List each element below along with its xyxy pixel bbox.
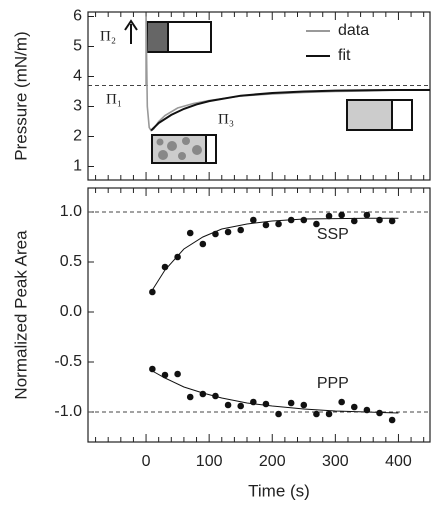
x-tick-label: 100 [196, 453, 223, 470]
y-axis-label: Normalized Peak Area [11, 230, 30, 400]
data-point [199, 390, 207, 398]
data-point [250, 398, 257, 406]
y-axis-label: Pressure (mN/m) [11, 31, 30, 160]
inset-icons [124, 19, 413, 164]
data-point [237, 226, 245, 234]
data-point [186, 393, 194, 401]
data-point [237, 402, 245, 410]
y-tick-label: 6 [73, 8, 82, 25]
data-point [174, 370, 181, 378]
data-point [161, 371, 169, 379]
legend-label: fit [338, 47, 351, 64]
data-point [338, 398, 345, 406]
y-tick-label: 1 [73, 158, 82, 175]
y-tick-label: 1.0 [60, 203, 82, 220]
y-tick-label: 3 [73, 98, 82, 115]
data-point [275, 220, 282, 228]
y-tick-label: 5 [73, 38, 82, 55]
data-point [313, 410, 320, 418]
data-point [149, 365, 156, 373]
data-point [199, 240, 207, 248]
data-point [161, 263, 169, 271]
x-tick-label: 400 [385, 453, 412, 470]
data-point [224, 401, 232, 409]
data-point [287, 399, 295, 407]
data-point [262, 221, 270, 229]
y-tick-label: -1.0 [54, 403, 82, 420]
data-point [186, 229, 194, 237]
legend-label: data [338, 22, 369, 39]
data-point [212, 230, 219, 238]
data-point [250, 216, 257, 224]
data-point [350, 217, 358, 225]
data-point [275, 410, 282, 418]
x-tick-label: 200 [259, 453, 286, 470]
data-point [388, 217, 396, 225]
plot-frame [87, 11, 431, 181]
plot-frame [87, 187, 431, 443]
series-label: PPP [317, 375, 349, 392]
y-tick-label: 4 [73, 68, 82, 85]
data-point [325, 410, 333, 418]
x-tick-label: 300 [322, 453, 349, 470]
y-tick-label: 0.0 [60, 303, 82, 320]
data-point [350, 403, 358, 411]
series-label: SSP [317, 226, 349, 243]
data-point [262, 400, 270, 408]
fit-line [151, 217, 399, 291]
data-point [300, 401, 308, 409]
data-point [224, 228, 232, 236]
x-tick-label: 0 [142, 453, 151, 470]
annotation: Π₃ [218, 111, 234, 127]
data-point [363, 406, 371, 414]
data-point [325, 212, 333, 220]
x-axis-label: Time (s) [248, 481, 310, 500]
annotation: Π₁ [106, 91, 122, 107]
data-point [313, 220, 320, 228]
fit-line [152, 370, 399, 414]
y-tick-label: 2 [73, 128, 82, 145]
annotation: Π₂ [100, 28, 116, 44]
data-point [388, 416, 396, 424]
y-tick-label: -0.5 [54, 353, 82, 370]
data-point [363, 211, 371, 219]
data-point [174, 253, 181, 261]
data-point [212, 392, 219, 400]
series-line [150, 89, 430, 132]
data-point [287, 216, 295, 224]
data-point [338, 211, 345, 219]
data-point [149, 288, 156, 296]
data-point [376, 216, 383, 224]
data-point [300, 216, 308, 224]
y-tick-label: 0.5 [60, 253, 82, 270]
data-point [376, 409, 383, 417]
